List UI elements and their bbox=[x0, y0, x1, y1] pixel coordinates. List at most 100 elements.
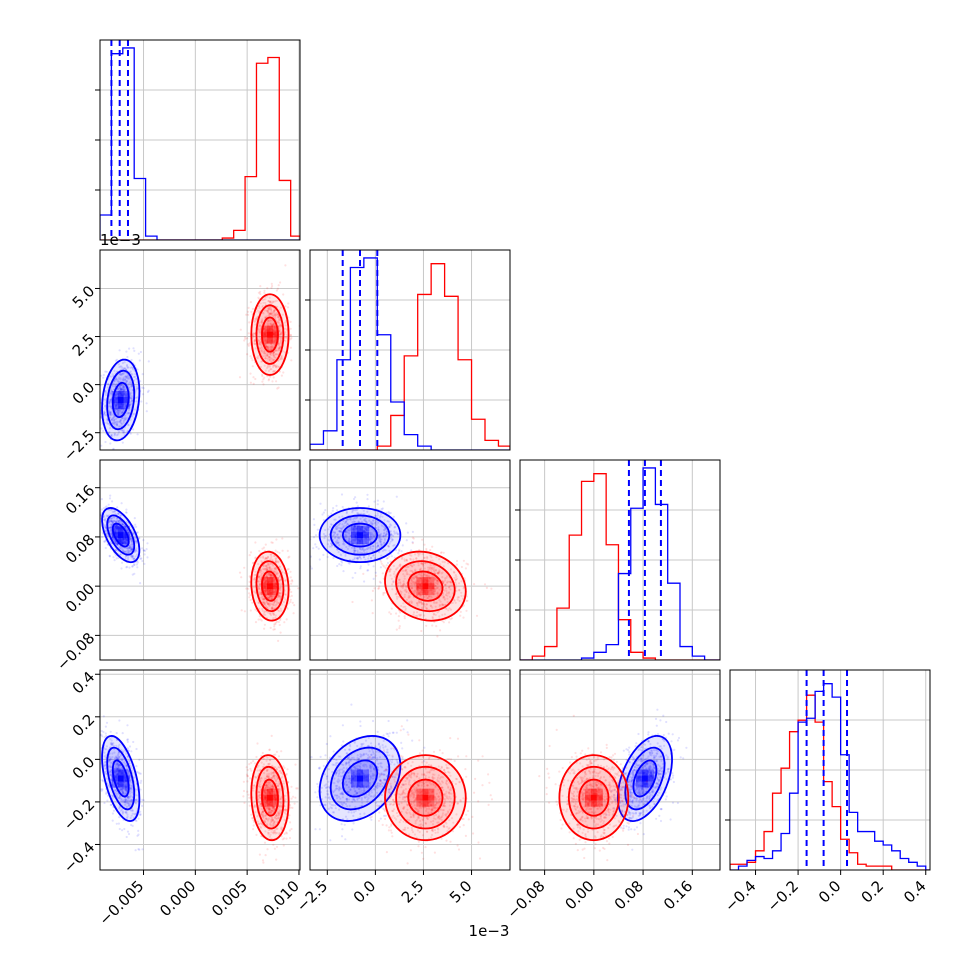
sample-point bbox=[258, 571, 262, 574]
sample-point bbox=[410, 565, 414, 568]
sample-point bbox=[284, 339, 287, 342]
sample-point bbox=[337, 530, 340, 533]
sample-point bbox=[129, 381, 132, 384]
sample-point bbox=[123, 429, 126, 432]
sample-point bbox=[341, 526, 344, 529]
sample-point bbox=[121, 789, 124, 792]
sample-point bbox=[124, 542, 128, 546]
density-core bbox=[111, 391, 130, 409]
sample-point bbox=[138, 772, 141, 775]
sample-point bbox=[271, 558, 274, 561]
sample-point bbox=[106, 515, 109, 518]
sample-point bbox=[122, 801, 126, 804]
sample-point bbox=[389, 574, 392, 577]
sample-point bbox=[116, 766, 119, 770]
sample-point bbox=[415, 576, 418, 579]
sample-point bbox=[458, 599, 461, 603]
sample-point bbox=[115, 525, 118, 528]
sample-point bbox=[122, 421, 125, 424]
sample-point bbox=[462, 616, 465, 619]
sample-point bbox=[279, 346, 282, 349]
sample-point bbox=[313, 523, 316, 527]
sample-point bbox=[120, 797, 123, 801]
sample-point bbox=[260, 360, 263, 363]
sample-point bbox=[126, 376, 129, 379]
sample-point bbox=[261, 547, 264, 550]
sample-point bbox=[92, 514, 94, 516]
sample-point bbox=[254, 319, 257, 322]
sample-point bbox=[248, 580, 251, 584]
sample-point bbox=[378, 534, 381, 537]
sample-point bbox=[441, 604, 445, 607]
sample-point bbox=[369, 520, 373, 524]
sample-point bbox=[391, 588, 394, 591]
sample-point bbox=[388, 611, 391, 614]
histogram-blue bbox=[520, 467, 720, 660]
sample-point bbox=[269, 312, 272, 315]
sample-point bbox=[260, 560, 263, 563]
sample-point bbox=[268, 572, 271, 576]
sample-point bbox=[405, 522, 408, 525]
sample-point bbox=[352, 509, 355, 512]
sample-point bbox=[400, 585, 403, 588]
sample-point bbox=[258, 582, 261, 586]
sample-point bbox=[265, 367, 268, 370]
sample-point bbox=[121, 417, 125, 420]
sample-point bbox=[115, 768, 118, 771]
sample-point bbox=[460, 594, 463, 598]
sample-point bbox=[115, 763, 118, 766]
sample-point bbox=[389, 568, 392, 571]
sample-point bbox=[439, 600, 442, 603]
sample-point bbox=[269, 312, 272, 315]
sample-point bbox=[122, 549, 125, 552]
sample-point bbox=[252, 586, 256, 589]
sample-point bbox=[246, 337, 249, 340]
sample-point bbox=[407, 596, 411, 599]
sample-point bbox=[123, 361, 126, 364]
sample-point bbox=[263, 364, 266, 367]
sample-point bbox=[123, 418, 126, 421]
sample-point bbox=[369, 533, 372, 536]
sample-point bbox=[348, 545, 351, 548]
sample-point bbox=[102, 429, 105, 433]
sample-point bbox=[366, 498, 369, 501]
sample-point bbox=[132, 557, 135, 560]
sample-point bbox=[429, 577, 432, 580]
sample-point bbox=[120, 365, 123, 368]
sample-point bbox=[381, 572, 384, 575]
sample-point bbox=[272, 358, 275, 361]
sample-point bbox=[353, 539, 356, 542]
sample-point bbox=[129, 800, 132, 803]
sample-point bbox=[131, 368, 135, 371]
sample-point bbox=[108, 554, 111, 557]
sample-point bbox=[420, 579, 423, 582]
sample-point bbox=[365, 528, 368, 531]
sample-point bbox=[417, 591, 421, 594]
sample-point bbox=[105, 505, 108, 508]
sample-point bbox=[251, 601, 254, 604]
sample-point bbox=[458, 589, 461, 592]
sample-point bbox=[124, 367, 127, 370]
sample-point bbox=[125, 538, 128, 542]
sample-point bbox=[114, 384, 117, 387]
sample-point bbox=[253, 339, 256, 343]
sample-point bbox=[274, 590, 277, 593]
density-cell bbox=[117, 532, 124, 539]
sample-point bbox=[136, 553, 139, 556]
sample-point bbox=[259, 596, 262, 600]
sample-point bbox=[420, 602, 423, 605]
sample-point bbox=[418, 568, 421, 571]
sample-point bbox=[353, 551, 356, 554]
sample-point bbox=[261, 373, 264, 376]
sample-point bbox=[128, 405, 131, 408]
sample-point bbox=[418, 613, 421, 616]
sample-point bbox=[121, 441, 124, 444]
density-cell bbox=[123, 532, 130, 539]
sample-point bbox=[272, 351, 275, 354]
sample-point bbox=[378, 585, 381, 588]
sample-point bbox=[256, 316, 259, 319]
sample-point bbox=[363, 519, 366, 522]
sample-point bbox=[284, 336, 287, 339]
sample-point bbox=[387, 510, 390, 514]
sample-point bbox=[116, 527, 119, 530]
